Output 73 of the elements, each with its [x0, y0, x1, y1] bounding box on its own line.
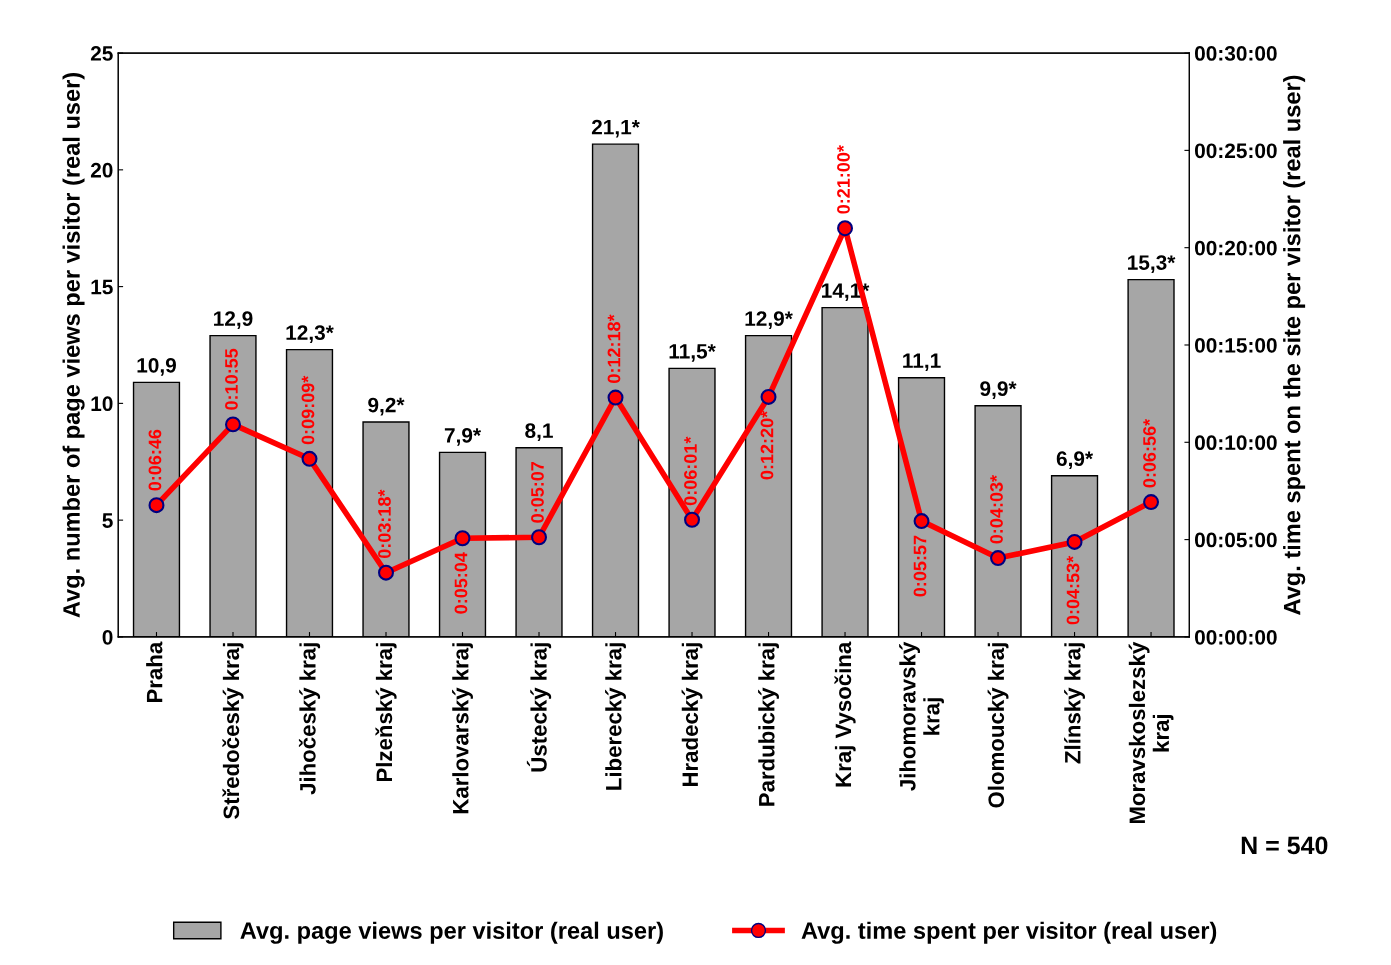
data-label: 21,1*	[591, 119, 640, 138]
x-tick-label: Plzeňský kraj	[375, 643, 397, 782]
point	[531, 529, 547, 546]
point	[837, 220, 854, 237]
data-label: 0:04:03*	[990, 474, 1003, 544]
data-label: 10,9	[137, 357, 176, 376]
point	[913, 513, 930, 530]
point	[148, 497, 165, 514]
legend-label: Avg. time spent per visitor (real user)	[801, 921, 1217, 944]
x-tick-label: Středočeský kraj	[222, 643, 244, 819]
data-label: 0:12:20*	[760, 410, 774, 480]
x-tick-label: Kraj Vysočina	[834, 641, 856, 787]
point	[1143, 494, 1160, 511]
data-label: 9,9*	[980, 381, 1017, 400]
data-label: 0:12:18*	[607, 314, 621, 383]
data-label: 0:05:04	[454, 552, 468, 614]
y-tick-label: 15	[91, 279, 113, 295]
y-tick-label: 25	[90, 46, 113, 61]
y-tick-label: 20	[90, 162, 113, 178]
point	[684, 511, 701, 528]
data-label: 0:06:56*	[1143, 418, 1156, 488]
point	[1066, 533, 1083, 550]
point	[454, 530, 471, 547]
data-label: 0:04:53*	[1066, 555, 1080, 625]
y-axis-title: Avg. number of page views per visitor (real user)	[62, 73, 85, 618]
x-tick-label: Moravskoslezský kraj	[1128, 641, 1174, 824]
y2-tick-label: 00:15:00	[1194, 337, 1277, 353]
y2-tick-label: 00:05:00	[1194, 532, 1277, 548]
text: N = 540	[1241, 836, 1328, 855]
x-tick-label: Karlovarský kraj	[452, 643, 473, 814]
data-label: 0:05:07	[531, 461, 544, 523]
x-tick-label: Ústecký kraj	[526, 643, 552, 772]
data-label: 7,9*	[444, 427, 482, 446]
y2-tick-label: 00:10:00	[1194, 435, 1277, 451]
data-label: 6,9*	[1056, 451, 1094, 470]
x-tick-label: Jihočeský kraj	[298, 643, 321, 795]
point	[301, 450, 318, 467]
data-label: 11,1	[903, 353, 941, 372]
data-label: 0:10:55	[225, 348, 238, 410]
point	[607, 389, 624, 406]
y2-tick-label: 00:25:00	[1194, 143, 1277, 159]
data-label: 8,1	[525, 423, 553, 442]
y-tick-label: 10	[91, 396, 113, 412]
data-label: 0:06:46	[148, 429, 162, 491]
data-label: 9,2*	[368, 397, 405, 416]
y2-tick-label: 00:20:00	[1194, 240, 1277, 256]
data-label: 0:21:00*	[837, 145, 850, 214]
x-tick-label: Liberecký kraj	[605, 643, 626, 790]
data-label: 11,5*	[669, 344, 716, 362]
x-tick-label: Hradecký kraj	[681, 643, 703, 787]
x-tick-label: Olomoucký kraj	[987, 643, 1009, 808]
data-label: 0:05:57	[913, 535, 927, 597]
y-tick-label: 0	[102, 629, 113, 645]
legend-label: Avg. page views per visitor (real user)	[240, 921, 663, 944]
x-tick-label: Pardubický kraj	[758, 643, 779, 806]
point	[378, 564, 394, 581]
data-label: 0:06:01*	[684, 436, 697, 506]
y2-tick-label: 00:30:00	[1194, 46, 1277, 61]
y2-axis-title: Avg. time spent on the site per visitor (real user)	[1283, 75, 1306, 615]
point	[225, 416, 241, 433]
data-label: 12,9	[214, 311, 253, 329]
x-tick-label: Jihomoravský kraj	[899, 641, 944, 791]
point	[760, 388, 777, 405]
y2-tick-label: 00:00:00	[1194, 629, 1277, 645]
data-label: 15,3*	[1128, 255, 1176, 273]
data-label: 0:03:18*	[378, 489, 391, 559]
y-tick-label: 5	[102, 513, 113, 528]
data-label: 0:09:09*	[301, 375, 315, 445]
x-tick-label: Praha	[146, 641, 163, 703]
data-label: 12,3*	[286, 325, 334, 344]
point	[990, 550, 1007, 567]
data-label: 12,9*	[745, 311, 793, 329]
x-tick-label: Zlínský kraj	[1064, 643, 1085, 764]
